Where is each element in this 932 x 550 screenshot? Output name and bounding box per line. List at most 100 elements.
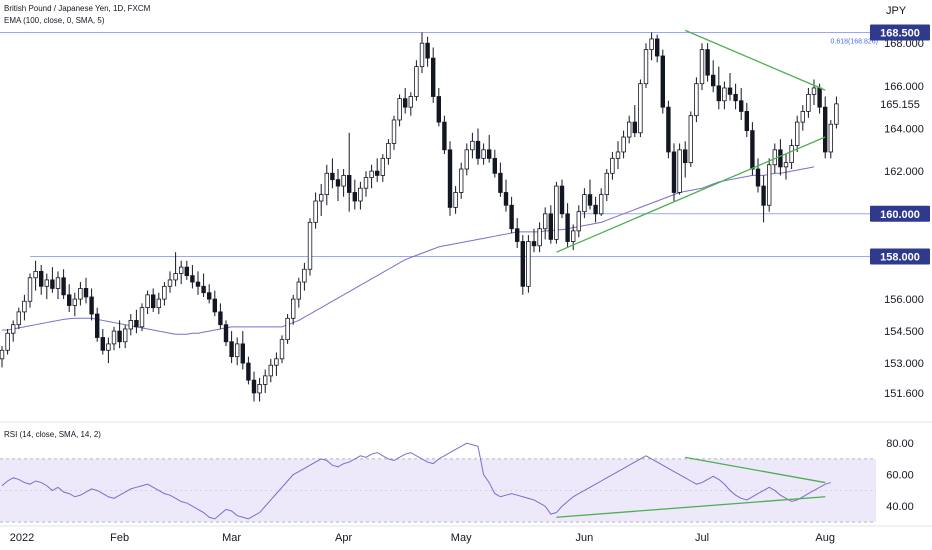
candle (257, 378, 262, 402)
candle (492, 149, 497, 178)
candle-body (380, 157, 385, 176)
candle-body (117, 330, 122, 343)
candle-body (498, 172, 503, 193)
price-label-bg (870, 95, 930, 112)
candle (33, 260, 38, 291)
candle (16, 307, 21, 329)
candle (755, 158, 761, 193)
candle (582, 188, 587, 219)
candle-body (44, 279, 49, 287)
candle-body (806, 93, 811, 112)
candle-body (414, 66, 419, 97)
candle-body (795, 121, 800, 146)
candle-body (683, 149, 688, 164)
candle (688, 111, 693, 167)
candle-body (95, 313, 100, 338)
candle (218, 303, 223, 329)
candle (229, 331, 234, 364)
candle-body (515, 228, 520, 242)
candle-body (621, 136, 626, 153)
candle (100, 328, 105, 355)
candle (655, 34, 660, 63)
candle-body (503, 192, 509, 206)
candle (470, 132, 475, 159)
price-axis-tick: 166.000 (884, 81, 924, 93)
candle-body (39, 270, 44, 287)
candle (106, 337, 111, 364)
candle-body (492, 157, 497, 174)
candle-body (5, 332, 10, 351)
candle-body (554, 185, 559, 240)
candle (262, 369, 268, 393)
candle-body (408, 96, 413, 108)
candle-body (694, 83, 699, 117)
candle (509, 196, 514, 233)
candle (660, 49, 665, 114)
candle-body (599, 194, 604, 215)
rsi-axis-tick: 60.00 (886, 470, 914, 482)
candle (72, 292, 77, 317)
candle-body (817, 87, 822, 108)
candle (716, 66, 721, 110)
candle (27, 273, 33, 308)
candle-body (302, 268, 307, 283)
candle (50, 267, 55, 293)
candle (677, 143, 682, 195)
candle-body (481, 149, 486, 159)
candle (458, 162, 464, 199)
candle-body (262, 375, 268, 385)
candle (800, 105, 805, 131)
candle-body (828, 123, 833, 153)
candle (212, 290, 217, 317)
candle-body (571, 230, 576, 242)
candle (783, 154, 789, 180)
candle-body (425, 42, 430, 59)
price-axis-tick: 153.000 (884, 358, 924, 370)
candle (156, 292, 161, 315)
candle-body (307, 221, 313, 270)
candle (128, 314, 133, 336)
rsi-axis-tick: 80.00 (886, 438, 914, 450)
candle-body (509, 204, 514, 230)
candle-body (699, 49, 705, 85)
time-axis-tick: Jun (576, 532, 594, 544)
price-label-bg (870, 248, 930, 265)
candle-body (464, 149, 469, 170)
candle (268, 358, 273, 383)
candle (335, 169, 341, 202)
candle-body (290, 298, 296, 319)
candle-body (274, 358, 279, 366)
candle-body (229, 341, 234, 358)
price-label: 158.000 (880, 251, 920, 263)
candle (615, 141, 621, 170)
candle (447, 141, 453, 216)
candle (593, 196, 598, 223)
candle (576, 205, 581, 238)
candle-body (83, 288, 89, 298)
candle-body (22, 300, 27, 313)
price-label: 165.155 (880, 99, 920, 111)
price-axis-tick: 154.500 (884, 326, 924, 338)
time-axis-tick: May (451, 532, 472, 544)
time-axis-tick: 2022 (10, 532, 34, 544)
candle-body (750, 130, 755, 170)
candle (795, 115, 800, 152)
candle (543, 207, 548, 240)
candle-body (397, 98, 402, 121)
candle-body (655, 38, 660, 57)
candle-body (604, 172, 609, 196)
candle-body (582, 194, 587, 213)
candle-body (89, 296, 94, 315)
candle-body (363, 177, 369, 189)
candle-body (150, 294, 156, 309)
candle (548, 205, 553, 244)
candle-body (346, 175, 352, 193)
candle-body (330, 172, 335, 181)
candle-body (212, 298, 217, 313)
candle (246, 356, 251, 385)
candle (414, 60, 419, 101)
candle (587, 179, 593, 210)
candle (190, 264, 195, 289)
candle-body (16, 311, 21, 326)
